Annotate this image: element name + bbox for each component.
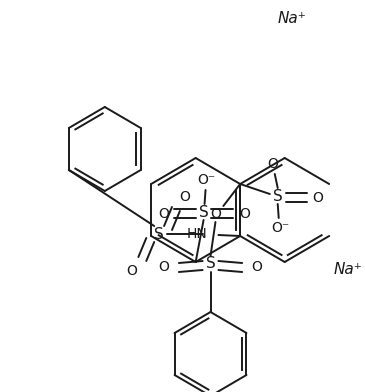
Text: O: O xyxy=(251,260,262,274)
Text: O⁻: O⁻ xyxy=(197,173,216,187)
Text: O: O xyxy=(159,207,169,221)
Text: O: O xyxy=(267,157,278,171)
Text: S: S xyxy=(199,205,208,220)
Text: S: S xyxy=(273,189,283,203)
Text: O: O xyxy=(159,260,169,274)
Text: S: S xyxy=(205,256,215,272)
Text: S: S xyxy=(154,227,164,241)
Text: O: O xyxy=(210,207,221,221)
Text: O: O xyxy=(179,190,190,204)
Text: O: O xyxy=(312,191,323,205)
Text: Na⁺: Na⁺ xyxy=(277,11,306,25)
Text: O: O xyxy=(240,207,250,221)
Text: O⁻: O⁻ xyxy=(272,221,290,235)
Text: O: O xyxy=(126,264,137,278)
Text: HN: HN xyxy=(187,227,208,241)
Text: Na⁺: Na⁺ xyxy=(334,263,362,278)
